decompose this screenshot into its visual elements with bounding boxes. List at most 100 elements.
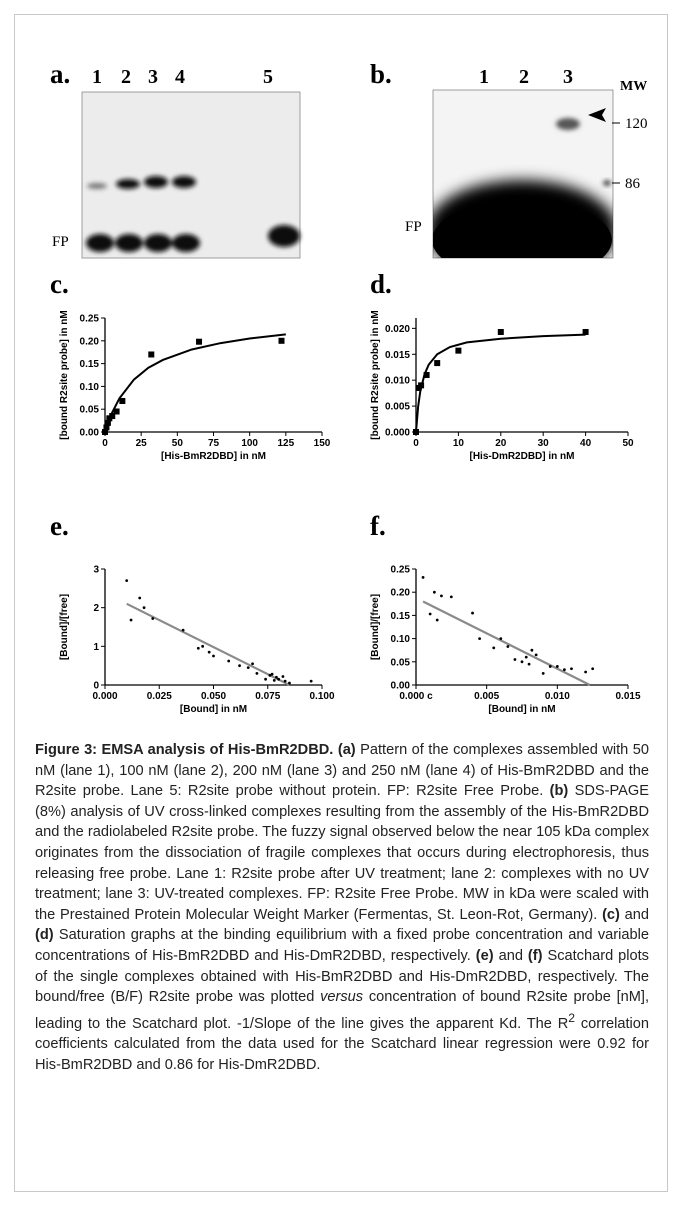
x-tick-label: 50 xyxy=(172,438,184,449)
y-tick-label: 0.10 xyxy=(391,634,411,645)
point xyxy=(591,667,595,671)
caption-text: Scatchard plots of the single complexes … xyxy=(35,947,649,1006)
panel-label: b. xyxy=(370,59,392,89)
x-tick-label: 0.025 xyxy=(147,691,172,702)
point xyxy=(309,679,313,683)
panel-label: c. xyxy=(50,269,69,299)
point xyxy=(109,413,116,420)
caption-text: (b) xyxy=(549,783,569,800)
y-tick-label: 0.10 xyxy=(80,382,100,393)
point xyxy=(227,659,231,663)
panel-label: d. xyxy=(370,269,392,299)
x-tick-label: 0.000 c xyxy=(399,691,433,702)
mw-label: MW xyxy=(620,79,647,94)
figure-frame xyxy=(14,14,668,1192)
point xyxy=(277,677,280,681)
caption-text: (d) xyxy=(35,927,54,944)
x-axis-label: [Bound] in nM xyxy=(180,704,247,715)
lane-label: 2 xyxy=(519,66,529,88)
y-tick-label: 0.010 xyxy=(385,376,410,387)
lane-label: 3 xyxy=(148,66,158,88)
point xyxy=(238,664,241,668)
x-axis-label: [Bound] in nM xyxy=(488,704,555,715)
y-axis-label: [Bound]/[free] xyxy=(370,594,381,660)
y-tick-label: 0.015 xyxy=(385,350,410,361)
x-axis-label: [His-DmR2DBD] in nM xyxy=(470,451,575,462)
caption: Figure 3: EMSA analysis of His-BmR2DBD. … xyxy=(35,740,649,1075)
y-tick-label: 0 xyxy=(93,681,99,692)
y-tick-label: 0.15 xyxy=(391,611,411,622)
point xyxy=(455,347,462,354)
x-tick-label: 0.100 xyxy=(309,691,334,702)
x-tick-label: 0 xyxy=(102,438,108,449)
caption-text: 2 xyxy=(568,1010,576,1025)
point xyxy=(196,338,203,345)
x-tick-label: 50 xyxy=(622,438,634,449)
y-tick-label: 0.05 xyxy=(391,657,411,668)
point xyxy=(413,429,419,435)
point xyxy=(264,677,267,681)
point xyxy=(275,675,278,679)
caption-text: versus xyxy=(320,989,364,1006)
caption-text: correlation coefficients calculated from… xyxy=(35,1015,649,1073)
y-tick-label: 0.00 xyxy=(80,428,100,439)
x-tick-label: 125 xyxy=(277,438,294,449)
point xyxy=(440,594,443,598)
y-tick-label: 0.20 xyxy=(80,336,100,347)
point xyxy=(196,646,200,650)
caption-text: SDS-PAGE (8%) analysis of UV cross-linke… xyxy=(35,783,649,923)
point xyxy=(506,645,510,648)
gel-b xyxy=(432,89,620,259)
point xyxy=(492,646,496,650)
y-tick-label: 0.25 xyxy=(80,314,100,325)
caption-text: (c) xyxy=(602,906,620,923)
point xyxy=(268,673,272,677)
point xyxy=(246,666,250,669)
x-tick-label: 0.000 xyxy=(92,691,117,702)
lane-label: 5 xyxy=(263,66,273,88)
point xyxy=(207,650,211,654)
caption-text: Pattern of the complexes assembled with … xyxy=(35,742,649,800)
point xyxy=(471,611,474,615)
point xyxy=(534,653,538,657)
point xyxy=(102,429,108,435)
lane-label: 1 xyxy=(92,66,102,88)
lane-label: 4 xyxy=(175,66,185,88)
point xyxy=(524,655,528,659)
lane-label: 1 xyxy=(479,66,489,88)
point xyxy=(281,675,285,678)
caption-text: concentration of bound R2site probe [nM]… xyxy=(35,989,649,1032)
point xyxy=(555,665,559,668)
point xyxy=(418,382,425,389)
x-tick-label: 150 xyxy=(314,438,331,449)
x-tick-label: 0.050 xyxy=(201,691,226,702)
caption-text: and xyxy=(619,906,649,923)
point xyxy=(270,672,274,676)
y-tick-label: 0.05 xyxy=(80,405,100,416)
y-axis-label: [Bound]/[free] xyxy=(59,594,70,660)
point xyxy=(129,618,133,622)
y-tick-label: 0.20 xyxy=(391,588,411,599)
caption-text: Saturation graphs at the binding equilib… xyxy=(35,927,649,964)
x-tick-label: 0 xyxy=(413,438,419,449)
x-tick-label: 100 xyxy=(241,438,258,449)
caption-text: (e) xyxy=(475,947,494,964)
point xyxy=(520,660,524,664)
lane-label: 3 xyxy=(563,66,573,88)
point xyxy=(201,644,205,648)
x-tick-label: 0.010 xyxy=(545,691,570,702)
caption-text: (a) xyxy=(337,742,356,758)
point xyxy=(125,579,129,582)
x-tick-label: 75 xyxy=(208,438,220,449)
y-tick-label: 0.005 xyxy=(385,402,410,413)
mw-mark: 86 xyxy=(625,176,641,192)
point xyxy=(541,672,545,675)
point xyxy=(432,590,436,594)
panel-label: f. xyxy=(370,511,386,541)
x-tick-label: 0.005 xyxy=(474,691,499,702)
point xyxy=(428,612,432,616)
fit-line xyxy=(415,333,586,433)
x-tick-label: 30 xyxy=(538,438,550,449)
point xyxy=(449,595,453,599)
